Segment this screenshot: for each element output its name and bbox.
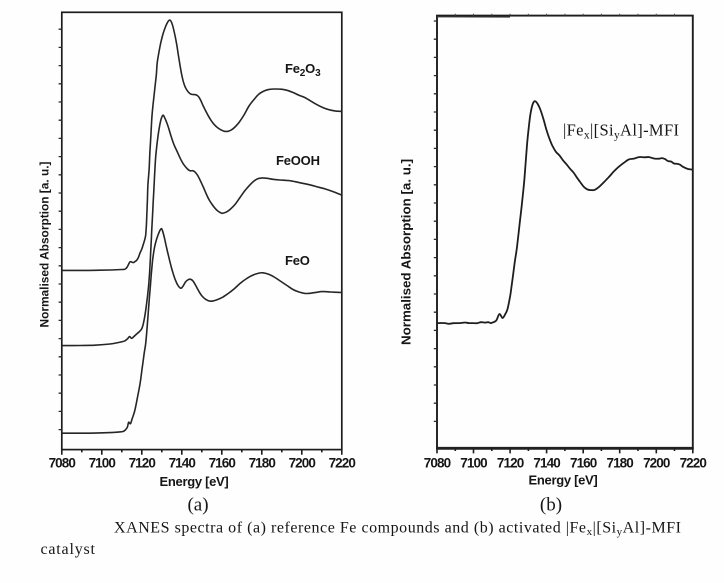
- svg-text:(a): (a): [187, 495, 208, 516]
- svg-text:7100: 7100: [460, 456, 487, 471]
- svg-text:7080: 7080: [424, 456, 451, 471]
- svg-text:7140: 7140: [533, 456, 560, 471]
- svg-text:|Fex|[SiyAl]-MFI: |Fex|[SiyAl]-MFI: [563, 121, 679, 142]
- svg-text:FeO: FeO: [285, 253, 310, 268]
- svg-text:FeOOH: FeOOH: [276, 153, 320, 168]
- svg-text:(b): (b): [540, 495, 562, 516]
- svg-text:7140: 7140: [169, 456, 196, 471]
- svg-text:7220: 7220: [329, 456, 356, 471]
- svg-text:Normalised Absorption [a. u.]: Normalised Absorption [a. u.]: [38, 162, 52, 328]
- svg-text:catalyst: catalyst: [41, 541, 96, 558]
- svg-text:7180: 7180: [606, 456, 633, 471]
- svg-text:Normalised Absorption [a. u.]: Normalised Absorption [a. u.]: [399, 159, 414, 345]
- svg-text:7120: 7120: [497, 456, 524, 471]
- svg-text:Fe2O3: Fe2O3: [285, 61, 321, 79]
- svg-text:7180: 7180: [249, 456, 276, 471]
- svg-text:Energy [eV]: Energy [eV]: [529, 473, 598, 488]
- svg-text:XANES spectra of (a) reference: XANES spectra of (a) reference Fe compou…: [114, 520, 681, 539]
- svg-text:7160: 7160: [570, 456, 597, 471]
- svg-text:7220: 7220: [680, 456, 707, 471]
- svg-text:7200: 7200: [289, 456, 316, 471]
- svg-text:7120: 7120: [129, 456, 156, 471]
- svg-text:7100: 7100: [89, 456, 116, 471]
- svg-text:7160: 7160: [209, 456, 236, 471]
- svg-text:7200: 7200: [643, 456, 670, 471]
- svg-text:Energy [eV]: Energy [eV]: [160, 474, 229, 489]
- svg-text:7080: 7080: [49, 456, 76, 471]
